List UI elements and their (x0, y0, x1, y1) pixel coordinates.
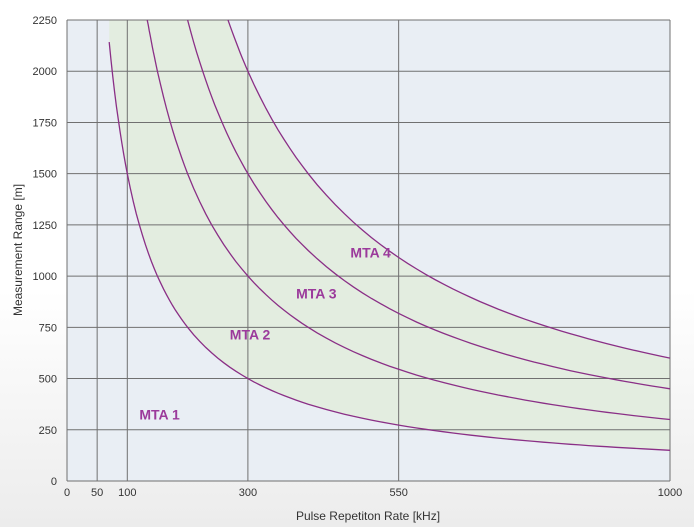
y-tick-label: 2000 (33, 66, 57, 78)
y-tick-label: 2250 (33, 15, 57, 27)
y-axis-label: Measurement Range [m] (11, 184, 25, 316)
y-tick-label: 1250 (33, 220, 57, 232)
x-tick-label: 1000 (658, 487, 682, 499)
y-tick-label: 1000 (33, 271, 57, 283)
y-tick-label: 1750 (33, 117, 57, 129)
x-tick-label: 100 (118, 487, 136, 499)
boundary-curve-3 (186, 19, 671, 390)
region-label-mta-4: MTA 4 (350, 245, 391, 261)
x-tick-label: 50 (91, 487, 103, 499)
boundary-curve-4 (227, 19, 671, 359)
x-axis-label: Pulse Repetiton Rate [kHz] (296, 509, 440, 523)
y-tick-label: 1500 (33, 169, 57, 181)
x-tick-label: 0 (64, 487, 70, 499)
x-tick-label: 550 (389, 487, 407, 499)
x-tick-label: 300 (239, 487, 257, 499)
y-tick-label: 500 (39, 374, 57, 386)
region-label-mta-2: MTA 2 (230, 327, 271, 343)
region-fill-outer (228, 20, 670, 359)
region-label-mta-1: MTA 1 (139, 407, 180, 423)
y-tick-label: 0 (51, 476, 57, 488)
boundary-curve-1 (108, 42, 671, 451)
region-label-mta-3: MTA 3 (296, 286, 337, 302)
y-tick-label: 250 (39, 425, 57, 437)
boundary-curve-2 (146, 19, 671, 421)
y-tick-label: 750 (39, 322, 57, 334)
